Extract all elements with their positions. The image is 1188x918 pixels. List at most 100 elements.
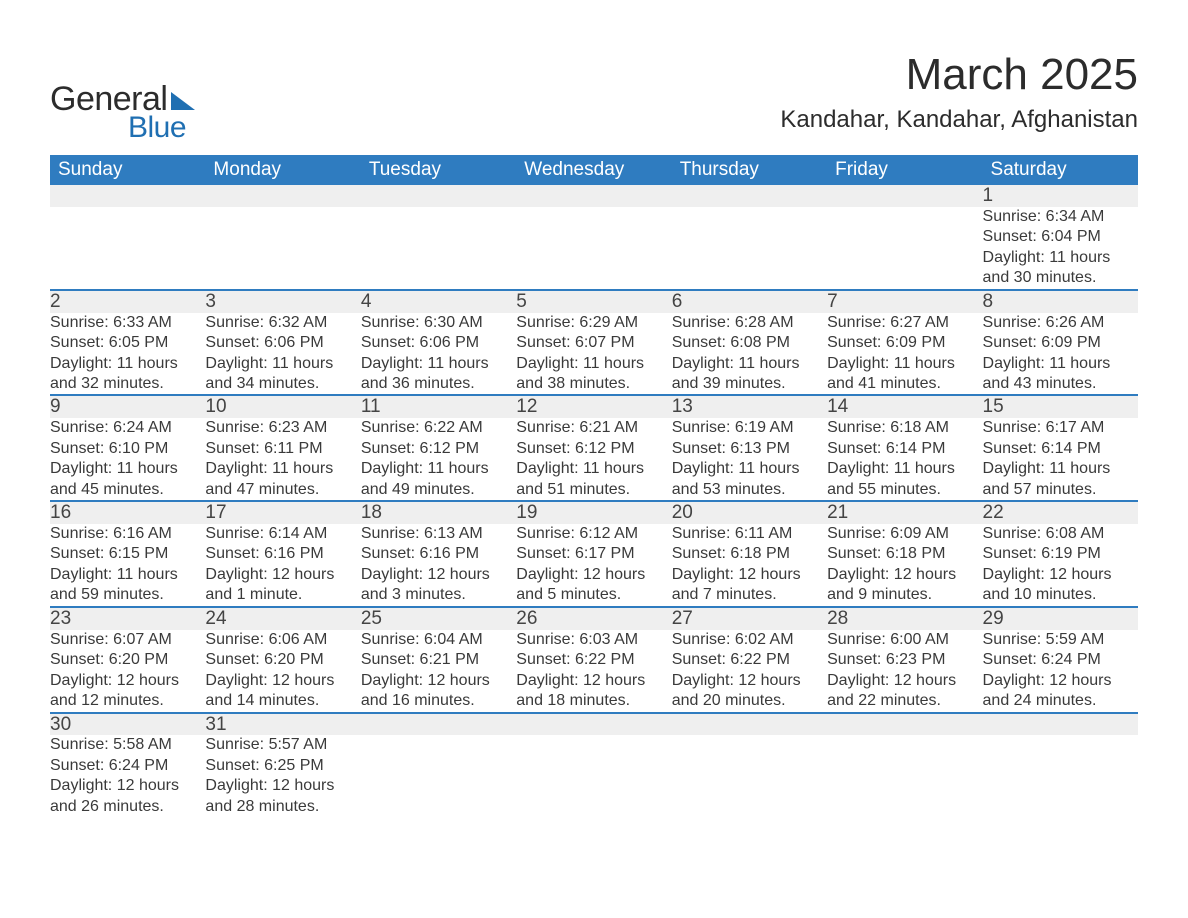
info-line: Sunrise: 6:03 AM [516, 630, 671, 650]
info-line: Sunrise: 5:58 AM [50, 735, 205, 755]
day-number-cell: 15 [983, 395, 1138, 418]
day-number-cell: 16 [50, 501, 205, 524]
info-line: Sunrise: 5:59 AM [983, 630, 1138, 650]
day-info-row: Sunrise: 6:16 AMSunset: 6:15 PMDaylight:… [50, 524, 1138, 607]
day-number-cell: 24 [205, 607, 360, 630]
weekday-heading: Sunday [50, 155, 205, 185]
brand-logo: General Blue [50, 80, 199, 145]
day-number-cell [827, 713, 982, 736]
day-number-cell: 27 [672, 607, 827, 630]
day-info-row: Sunrise: 5:58 AMSunset: 6:24 PMDaylight:… [50, 735, 1138, 817]
day-number-cell: 7 [827, 290, 982, 313]
info-line: Sunset: 6:07 PM [516, 333, 671, 353]
info-line: and 10 minutes. [983, 585, 1138, 605]
day-number-cell: 17 [205, 501, 360, 524]
day-number-cell [672, 713, 827, 736]
info-line: Daylight: 11 hours [205, 354, 360, 374]
info-line: Daylight: 12 hours [205, 671, 360, 691]
logo-text-blue: Blue [128, 111, 199, 145]
info-line: Sunrise: 6:18 AM [827, 418, 982, 438]
day-number-cell: 23 [50, 607, 205, 630]
info-line: Sunrise: 6:29 AM [516, 313, 671, 333]
day-number-cell: 6 [672, 290, 827, 313]
info-line: Sunrise: 6:14 AM [205, 524, 360, 544]
day-info-cell: Sunrise: 6:03 AMSunset: 6:22 PMDaylight:… [516, 630, 671, 713]
info-line: Sunset: 6:12 PM [516, 439, 671, 459]
info-line: and 32 minutes. [50, 374, 205, 394]
day-number-cell: 21 [827, 501, 982, 524]
day-number-cell: 29 [983, 607, 1138, 630]
page-header: General Blue March 2025 Kandahar, Kandah… [50, 50, 1138, 145]
logo-triangle-icon [171, 90, 199, 110]
info-line: Sunset: 6:08 PM [672, 333, 827, 353]
info-line: and 24 minutes. [983, 691, 1138, 711]
day-info-cell [827, 735, 982, 817]
info-line: Sunset: 6:20 PM [205, 650, 360, 670]
info-line: Sunrise: 6:28 AM [672, 313, 827, 333]
day-number-cell [361, 713, 516, 736]
day-info-cell: Sunrise: 5:59 AMSunset: 6:24 PMDaylight:… [983, 630, 1138, 713]
info-line: Sunset: 6:25 PM [205, 756, 360, 776]
day-info-cell: Sunrise: 6:02 AMSunset: 6:22 PMDaylight:… [672, 630, 827, 713]
info-line: Sunset: 6:11 PM [205, 439, 360, 459]
info-line: and 53 minutes. [672, 480, 827, 500]
info-line: Sunrise: 6:09 AM [827, 524, 982, 544]
info-line: Sunset: 6:14 PM [827, 439, 982, 459]
info-line: Sunset: 6:09 PM [983, 333, 1138, 353]
info-line: Sunset: 6:18 PM [827, 544, 982, 564]
info-line: and 51 minutes. [516, 480, 671, 500]
info-line: Sunset: 6:24 PM [983, 650, 1138, 670]
day-number-cell: 22 [983, 501, 1138, 524]
day-number-cell: 1 [983, 185, 1138, 207]
day-number-cell: 10 [205, 395, 360, 418]
day-number-cell: 20 [672, 501, 827, 524]
day-info-cell: Sunrise: 6:19 AMSunset: 6:13 PMDaylight:… [672, 418, 827, 501]
day-info-cell: Sunrise: 6:13 AMSunset: 6:16 PMDaylight:… [361, 524, 516, 607]
info-line: and 47 minutes. [205, 480, 360, 500]
info-line: Daylight: 11 hours [672, 459, 827, 479]
day-info-cell [205, 207, 360, 290]
info-line: Daylight: 11 hours [50, 565, 205, 585]
info-line: Daylight: 11 hours [516, 354, 671, 374]
day-number-row: 16171819202122 [50, 501, 1138, 524]
day-number-cell: 4 [361, 290, 516, 313]
day-info-cell [672, 735, 827, 817]
info-line: Sunset: 6:16 PM [205, 544, 360, 564]
info-line: Daylight: 12 hours [50, 671, 205, 691]
info-line: Sunset: 6:23 PM [827, 650, 982, 670]
day-number-cell: 25 [361, 607, 516, 630]
info-line: and 55 minutes. [827, 480, 982, 500]
info-line: and 9 minutes. [827, 585, 982, 605]
day-info-cell: Sunrise: 6:27 AMSunset: 6:09 PMDaylight:… [827, 313, 982, 396]
info-line: Sunrise: 6:00 AM [827, 630, 982, 650]
weekday-heading: Thursday [672, 155, 827, 185]
info-line: Sunrise: 6:13 AM [361, 524, 516, 544]
day-number-cell: 5 [516, 290, 671, 313]
info-line: Sunrise: 6:17 AM [983, 418, 1138, 438]
info-line: Daylight: 11 hours [672, 354, 827, 374]
weekday-row: Sunday Monday Tuesday Wednesday Thursday… [50, 155, 1138, 185]
info-line: Sunrise: 6:12 AM [516, 524, 671, 544]
info-line: Sunset: 6:13 PM [672, 439, 827, 459]
weekday-heading: Saturday [983, 155, 1138, 185]
day-info-cell: Sunrise: 6:24 AMSunset: 6:10 PMDaylight:… [50, 418, 205, 501]
info-line: Sunrise: 6:34 AM [983, 207, 1138, 227]
info-line: Sunset: 6:15 PM [50, 544, 205, 564]
day-info-cell [361, 207, 516, 290]
info-line: Sunset: 6:19 PM [983, 544, 1138, 564]
day-number-cell: 18 [361, 501, 516, 524]
info-line: Daylight: 12 hours [672, 671, 827, 691]
day-number-cell: 28 [827, 607, 982, 630]
info-line: Sunrise: 6:19 AM [672, 418, 827, 438]
info-line: Sunset: 6:12 PM [361, 439, 516, 459]
info-line: Daylight: 12 hours [516, 565, 671, 585]
info-line: Sunrise: 6:24 AM [50, 418, 205, 438]
info-line: Sunrise: 5:57 AM [205, 735, 360, 755]
day-number-cell: 2 [50, 290, 205, 313]
info-line: Sunrise: 6:04 AM [361, 630, 516, 650]
day-info-cell: Sunrise: 6:04 AMSunset: 6:21 PMDaylight:… [361, 630, 516, 713]
info-line: Daylight: 11 hours [50, 459, 205, 479]
day-info-cell: Sunrise: 6:34 AMSunset: 6:04 PMDaylight:… [983, 207, 1138, 290]
info-line: Sunset: 6:22 PM [672, 650, 827, 670]
info-line: Daylight: 12 hours [983, 671, 1138, 691]
